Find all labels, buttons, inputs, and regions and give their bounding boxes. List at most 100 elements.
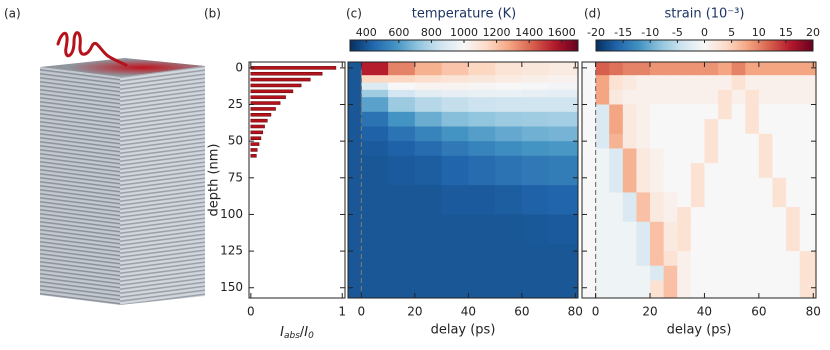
heatmap-cell bbox=[786, 62, 801, 76]
heatmap-cell bbox=[799, 163, 817, 179]
heatmap-cell bbox=[495, 89, 523, 98]
heatmap-cell bbox=[704, 192, 719, 208]
heatmap-cell bbox=[468, 126, 496, 142]
x-tick-label: 80 bbox=[806, 305, 821, 319]
heatmap-cell bbox=[521, 75, 549, 83]
absorption-bar bbox=[250, 154, 257, 158]
heatmap-cell bbox=[799, 177, 817, 193]
heatmap-cell bbox=[772, 192, 787, 208]
heatmap-cell bbox=[758, 89, 773, 105]
heatmap-cell bbox=[650, 251, 665, 267]
heatmap-cell bbox=[388, 185, 416, 215]
heatmap-cell bbox=[731, 236, 746, 252]
heatmap-cell bbox=[414, 141, 443, 157]
heatmap-cell bbox=[622, 62, 637, 76]
x-axis-label-part: abs bbox=[284, 331, 300, 341]
heatmap-cell bbox=[609, 62, 624, 76]
heatmap-cell bbox=[622, 236, 637, 252]
heatmap-cell bbox=[677, 221, 692, 237]
heatmap-cell bbox=[677, 148, 692, 164]
heatmap-cell bbox=[690, 119, 705, 135]
heatmap-cell bbox=[361, 155, 389, 186]
heatmap-cell bbox=[609, 251, 624, 267]
heatmap-cell bbox=[595, 62, 610, 76]
heatmap-cell bbox=[348, 214, 362, 245]
heatmap-cell bbox=[731, 207, 746, 223]
heatmap-cell bbox=[745, 104, 760, 120]
heatmap-cell bbox=[495, 185, 523, 215]
heatmap-cell bbox=[690, 265, 705, 281]
heatmap-cell bbox=[582, 75, 597, 91]
heatmap-cell bbox=[361, 141, 389, 157]
heatmap-cell bbox=[468, 155, 496, 186]
heatmap-cell bbox=[772, 75, 787, 91]
heatmap-cell bbox=[609, 192, 624, 208]
absorption-bar bbox=[250, 113, 272, 117]
heatmap-cell bbox=[650, 163, 665, 179]
heatmap-cell bbox=[690, 207, 705, 223]
heatmap-cell bbox=[731, 192, 746, 208]
colorbar-tick-label: 800 bbox=[421, 26, 442, 39]
heatmap-cell bbox=[786, 207, 801, 223]
heatmap-cell bbox=[582, 62, 597, 76]
heatmap-cell bbox=[622, 89, 637, 105]
heatmap-cell bbox=[441, 185, 469, 215]
heatmap-cell bbox=[468, 97, 496, 113]
heatmap-cell bbox=[650, 148, 665, 164]
heatmap-cell bbox=[441, 89, 469, 98]
heatmap-cell bbox=[677, 62, 692, 76]
heatmap-cell bbox=[704, 221, 719, 237]
x-tick-label: 60 bbox=[514, 305, 529, 319]
heatmap-cell bbox=[582, 207, 597, 223]
heatmap-cell bbox=[468, 243, 496, 299]
heatmap-cell bbox=[521, 62, 549, 76]
heatmap-cell bbox=[745, 207, 760, 223]
heatmap-cell bbox=[677, 104, 692, 120]
heatmap-cell bbox=[677, 177, 692, 193]
heatmap-cell bbox=[745, 119, 760, 135]
heatmap-cell bbox=[595, 104, 610, 120]
heatmap-cell bbox=[595, 265, 610, 281]
heatmap-cell bbox=[758, 119, 773, 135]
heatmap-cell bbox=[521, 155, 549, 186]
heatmap-cell bbox=[468, 141, 496, 157]
heatmap-cell bbox=[521, 97, 549, 113]
heatmap-cell bbox=[595, 221, 610, 237]
heatmap-cell bbox=[690, 89, 705, 105]
heatmap-cell bbox=[582, 192, 597, 208]
heatmap-cell bbox=[650, 192, 665, 208]
panel-label: (a) bbox=[4, 7, 21, 21]
heatmap-cell bbox=[548, 111, 579, 127]
absorption-bar bbox=[250, 89, 294, 94]
heatmap-cell bbox=[704, 89, 719, 105]
heatmap-cell bbox=[758, 236, 773, 252]
heatmap-cell bbox=[704, 163, 719, 179]
colorbar-tick-label: 0 bbox=[701, 26, 708, 39]
colorbar-label: temperature (K) bbox=[412, 7, 517, 22]
heatmap-cell bbox=[718, 89, 733, 105]
heatmap-cell bbox=[718, 280, 733, 299]
heatmap-cell bbox=[758, 163, 773, 179]
heatmap-cell bbox=[718, 119, 733, 135]
axes-frame bbox=[581, 61, 817, 299]
heatmap-cell bbox=[690, 192, 705, 208]
heatmap-cell bbox=[441, 243, 469, 299]
heatmap-cell bbox=[361, 111, 389, 127]
heatmap-cell bbox=[758, 251, 773, 267]
heatmap-cell bbox=[468, 75, 496, 83]
heatmap-cell bbox=[495, 62, 523, 76]
heatmap-cell bbox=[622, 192, 637, 208]
heatmap-cell bbox=[582, 163, 597, 179]
y-tick-label: 150 bbox=[220, 280, 243, 294]
y-tick-label: 75 bbox=[228, 170, 243, 184]
heatmap-cell bbox=[414, 82, 443, 91]
heatmap-cell bbox=[704, 177, 719, 193]
heatmap-cell bbox=[758, 207, 773, 223]
heatmap-cell bbox=[718, 265, 733, 281]
heatmap-cell bbox=[595, 177, 610, 193]
heatmap-cell bbox=[361, 185, 389, 215]
colorbar-tick-label: 1400 bbox=[515, 26, 543, 39]
x-tick-label: 20 bbox=[642, 305, 657, 319]
heatmap-cell bbox=[663, 148, 678, 164]
heatmap-cell bbox=[718, 75, 733, 91]
